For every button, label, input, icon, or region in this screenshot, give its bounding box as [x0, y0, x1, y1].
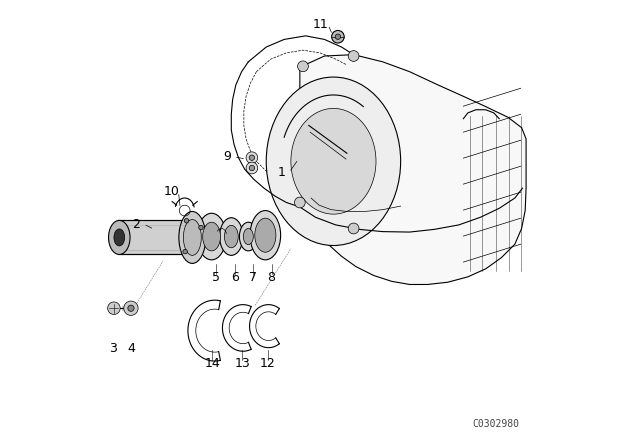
Ellipse shape [225, 225, 238, 248]
Circle shape [249, 155, 255, 160]
Text: 5: 5 [212, 271, 220, 284]
Text: 14: 14 [205, 357, 220, 370]
Text: 1: 1 [278, 166, 286, 179]
Ellipse shape [114, 229, 125, 246]
Ellipse shape [291, 108, 376, 214]
Ellipse shape [197, 213, 226, 260]
Circle shape [246, 162, 258, 174]
Ellipse shape [220, 218, 243, 255]
Circle shape [348, 223, 359, 234]
Circle shape [294, 197, 305, 208]
Text: 11: 11 [313, 18, 329, 31]
Circle shape [249, 165, 255, 171]
Circle shape [128, 305, 134, 311]
Ellipse shape [250, 211, 280, 260]
Ellipse shape [183, 220, 201, 255]
Text: 13: 13 [234, 357, 250, 370]
Ellipse shape [255, 218, 276, 252]
Text: 8: 8 [268, 271, 276, 284]
Polygon shape [292, 55, 526, 284]
Text: 12: 12 [260, 357, 275, 370]
Ellipse shape [266, 77, 401, 246]
Circle shape [335, 34, 340, 39]
Circle shape [298, 61, 308, 72]
Circle shape [108, 302, 120, 314]
Text: 3: 3 [109, 342, 117, 355]
Ellipse shape [203, 222, 220, 251]
Text: 4: 4 [127, 342, 135, 355]
Text: 7: 7 [249, 271, 257, 284]
Text: C0302980: C0302980 [472, 419, 519, 429]
Ellipse shape [179, 211, 206, 263]
Circle shape [124, 301, 138, 315]
Ellipse shape [109, 220, 130, 254]
Circle shape [183, 250, 188, 254]
Circle shape [332, 30, 344, 43]
Circle shape [348, 51, 359, 61]
Text: 9: 9 [223, 150, 231, 164]
Ellipse shape [239, 222, 257, 251]
Circle shape [199, 225, 204, 230]
Text: 6: 6 [231, 271, 239, 284]
Text: 2: 2 [132, 217, 140, 231]
Ellipse shape [243, 228, 253, 245]
Polygon shape [118, 220, 192, 254]
Circle shape [246, 152, 258, 164]
Text: 10: 10 [163, 185, 179, 198]
Circle shape [184, 219, 189, 223]
